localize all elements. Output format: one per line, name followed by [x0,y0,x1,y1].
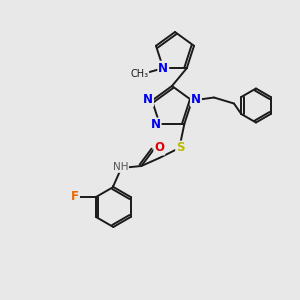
Text: N: N [143,93,153,106]
Text: N: N [191,93,201,106]
Text: S: S [176,142,184,154]
Text: N: N [151,118,161,131]
Text: CH₃: CH₃ [130,69,148,79]
Text: O: O [154,142,164,154]
Text: F: F [71,190,79,203]
Text: NH: NH [112,162,128,172]
Text: N: N [158,62,168,75]
